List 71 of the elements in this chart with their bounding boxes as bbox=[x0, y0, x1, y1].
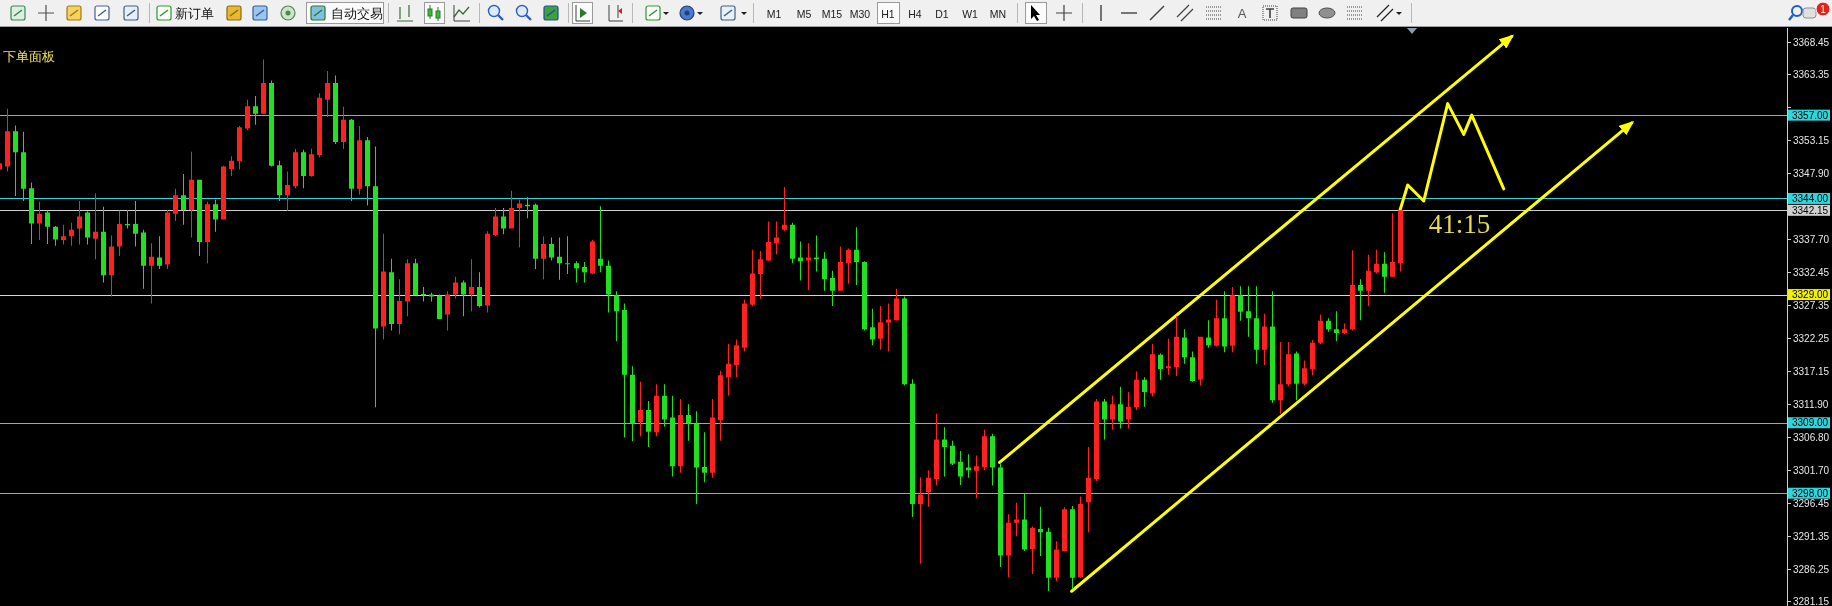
text: 1 bbox=[1820, 3, 1827, 15]
candlestick bbox=[798, 241, 803, 281]
ref-line-label: 3357.00 bbox=[1792, 109, 1829, 121]
candlestick bbox=[1166, 338, 1171, 375]
text: M5 bbox=[796, 7, 812, 20]
ref-line-label: 3298.00 bbox=[1792, 487, 1829, 499]
candlestick bbox=[918, 477, 923, 564]
y-tick-label: 3347.90 bbox=[1793, 168, 1830, 179]
candlestick bbox=[702, 432, 707, 483]
ref-line-label: 3342.15 bbox=[1792, 204, 1829, 216]
y-tick-label: 3306.80 bbox=[1793, 432, 1830, 443]
y-tick-label: 3332.45 bbox=[1793, 267, 1830, 278]
y-tick-label: 3322.25 bbox=[1793, 333, 1830, 344]
y-tick-label: 3353.15 bbox=[1793, 135, 1830, 146]
candlestick bbox=[421, 286, 426, 302]
candlestick bbox=[125, 209, 130, 229]
text: 自动交易 bbox=[331, 5, 383, 21]
annotation: 下单面板 bbox=[3, 49, 55, 64]
y-tick-label: 3327.35 bbox=[1793, 300, 1830, 311]
candlestick bbox=[461, 280, 466, 317]
candlestick bbox=[1342, 323, 1347, 335]
candlestick bbox=[1334, 311, 1339, 342]
candlestick bbox=[1038, 506, 1043, 557]
ref-line-label: 3344.00 bbox=[1792, 193, 1829, 205]
y-tick-label: 3301.70 bbox=[1793, 465, 1830, 476]
candlestick bbox=[517, 199, 522, 248]
y-tick-label: 3363.35 bbox=[1793, 69, 1830, 80]
candlestick bbox=[61, 224, 66, 245]
candlestick bbox=[501, 208, 506, 235]
candlestick bbox=[806, 243, 811, 291]
y-tick-label: 3281.15 bbox=[1793, 596, 1830, 606]
candlestick bbox=[149, 243, 154, 304]
candlestick bbox=[1014, 502, 1019, 537]
candlestick bbox=[886, 303, 891, 352]
candlestick bbox=[974, 455, 979, 499]
ref-line-label: 3329.00 bbox=[1792, 289, 1829, 301]
y-tick-label: 3296.45 bbox=[1793, 498, 1830, 509]
candlestick bbox=[253, 95, 258, 125]
candlestick bbox=[1390, 213, 1395, 277]
text: W1 bbox=[962, 7, 979, 20]
y-tick-label: 3337.70 bbox=[1793, 234, 1830, 245]
text: M15 bbox=[821, 7, 843, 20]
candlestick bbox=[93, 193, 98, 260]
candlestick bbox=[133, 201, 138, 247]
text: M30 bbox=[849, 7, 871, 20]
candlestick bbox=[181, 174, 186, 225]
ref-line-label: 3309.00 bbox=[1792, 417, 1829, 429]
candlestick bbox=[598, 206, 603, 273]
candlestick bbox=[814, 235, 819, 272]
candlestick bbox=[565, 236, 570, 275]
candlestick bbox=[1246, 286, 1251, 337]
text: H4 bbox=[908, 7, 922, 20]
line-series bbox=[1398, 102, 1506, 213]
candlestick bbox=[77, 201, 82, 245]
text: M1 bbox=[766, 7, 782, 20]
y-tick-label: 3286.25 bbox=[1793, 564, 1830, 575]
text: D1 bbox=[935, 7, 949, 20]
candlestick bbox=[157, 236, 162, 269]
y-tick-label: 3291.35 bbox=[1793, 531, 1830, 542]
y-tick-label: 3368.45 bbox=[1793, 37, 1830, 48]
text: MN bbox=[989, 7, 1007, 20]
text: A bbox=[1237, 5, 1247, 21]
text: H1 bbox=[881, 7, 895, 20]
annotation: 41:15 bbox=[1428, 209, 1491, 239]
candlestick bbox=[469, 259, 474, 312]
text: 新订单 bbox=[175, 6, 214, 21]
y-tick-label: 3317.15 bbox=[1793, 366, 1830, 377]
y-tick-label: 3311.90 bbox=[1793, 399, 1829, 410]
candlestick bbox=[782, 186, 787, 232]
candlestick bbox=[942, 427, 947, 477]
candlestick bbox=[1358, 279, 1363, 321]
